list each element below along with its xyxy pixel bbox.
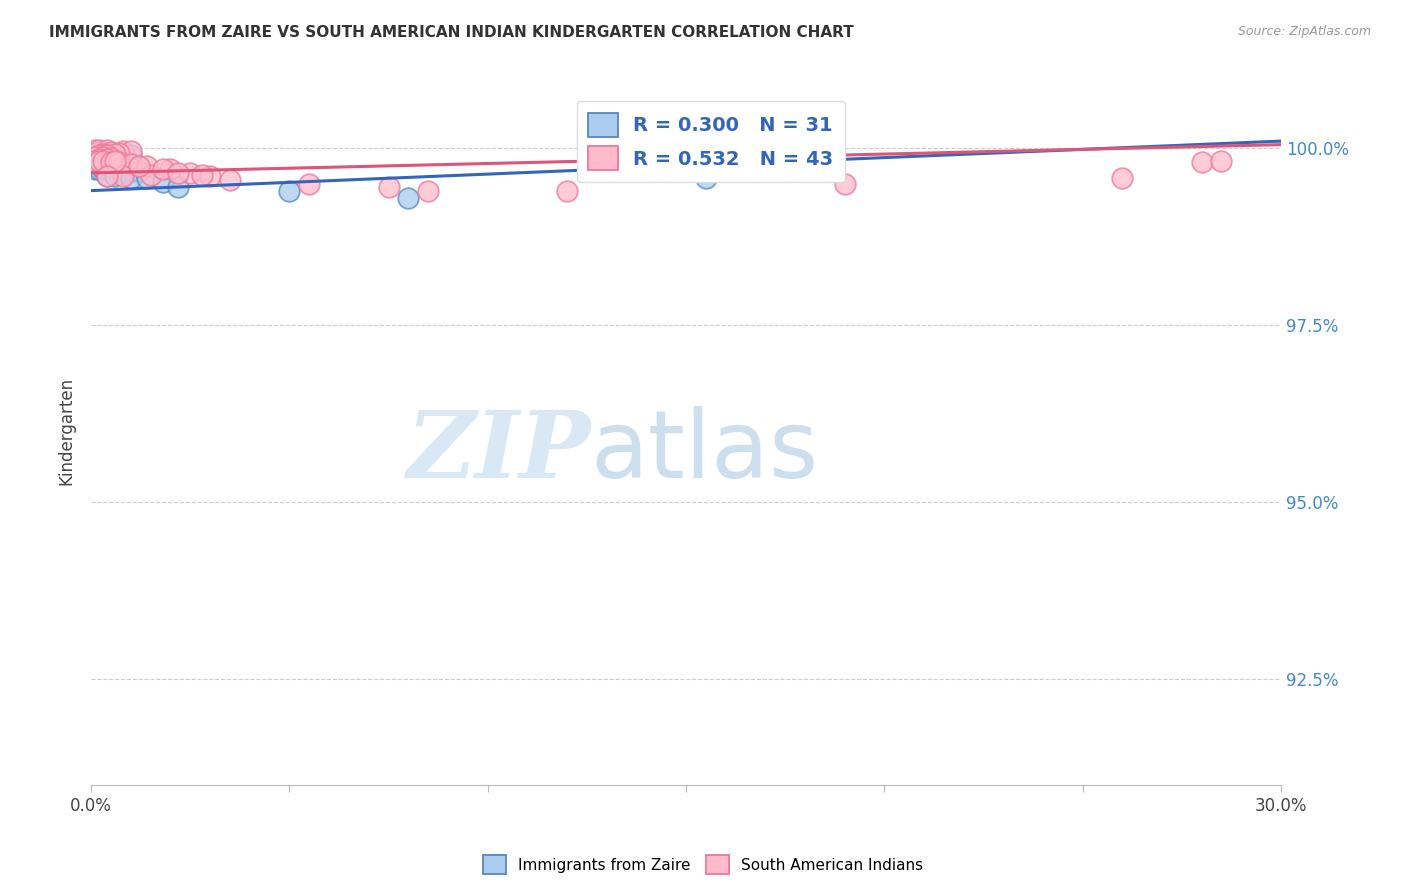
Point <box>91 152 114 166</box>
Point <box>396 191 419 205</box>
Point <box>1211 153 1233 168</box>
Point <box>120 170 142 185</box>
Point <box>84 143 107 157</box>
Text: atlas: atlas <box>591 407 820 499</box>
Point <box>96 153 118 167</box>
Point <box>418 184 440 198</box>
Point <box>91 153 114 168</box>
Point <box>128 163 150 178</box>
Point <box>91 159 114 173</box>
Point <box>104 153 127 168</box>
Point <box>104 163 127 178</box>
Point <box>695 170 717 185</box>
Point <box>167 166 190 180</box>
Point <box>111 169 134 184</box>
Text: ZIP: ZIP <box>406 408 591 498</box>
Point <box>100 151 122 165</box>
Point <box>111 144 134 158</box>
Point <box>91 150 114 164</box>
Point <box>278 184 301 198</box>
Point <box>104 146 127 161</box>
Point <box>120 148 142 162</box>
Point <box>100 155 122 169</box>
Point <box>1111 170 1133 185</box>
Point <box>96 169 118 184</box>
Point <box>91 146 114 161</box>
Point <box>159 162 181 177</box>
Point <box>219 173 242 187</box>
Point <box>91 155 114 169</box>
Point <box>135 170 157 185</box>
Point <box>100 145 122 160</box>
Point <box>108 155 131 169</box>
Point <box>96 169 118 184</box>
Text: IMMIGRANTS FROM ZAIRE VS SOUTH AMERICAN INDIAN KINDERGARTEN CORRELATION CHART: IMMIGRANTS FROM ZAIRE VS SOUTH AMERICAN … <box>49 25 853 40</box>
Point <box>87 148 110 162</box>
Point <box>96 159 118 173</box>
Point <box>120 157 142 171</box>
Point <box>167 180 190 194</box>
Point <box>87 155 110 169</box>
Point <box>96 143 118 157</box>
Point <box>96 152 118 166</box>
Point <box>152 175 174 189</box>
Point <box>104 169 127 184</box>
Point <box>120 144 142 158</box>
Point <box>152 162 174 177</box>
Point <box>96 146 118 161</box>
Point <box>111 148 134 162</box>
Text: Source: ZipAtlas.com: Source: ZipAtlas.com <box>1237 25 1371 38</box>
Point <box>100 155 122 169</box>
Point <box>128 159 150 173</box>
Point <box>84 153 107 168</box>
Point <box>555 184 578 198</box>
Point <box>120 163 142 178</box>
Legend: Immigrants from Zaire, South American Indians: Immigrants from Zaire, South American In… <box>477 849 929 880</box>
Point <box>377 180 399 194</box>
Point <box>87 153 110 168</box>
Legend: R = 0.300   N = 31, R = 0.532   N = 43: R = 0.300 N = 31, R = 0.532 N = 43 <box>576 102 845 182</box>
Point <box>87 162 110 177</box>
Point <box>84 150 107 164</box>
Point <box>87 152 110 166</box>
Point <box>1191 155 1213 169</box>
Point <box>191 168 214 182</box>
Point <box>135 159 157 173</box>
Point <box>87 145 110 159</box>
Point <box>87 143 110 157</box>
Point <box>179 166 201 180</box>
Y-axis label: Kindergarten: Kindergarten <box>58 377 75 485</box>
Point <box>111 166 134 180</box>
Point <box>100 146 122 161</box>
Point <box>84 162 107 177</box>
Point <box>198 169 221 184</box>
Point <box>91 146 114 161</box>
Point <box>96 148 118 162</box>
Point <box>298 177 321 191</box>
Point <box>834 177 856 191</box>
Point <box>91 162 114 177</box>
Point <box>87 159 110 173</box>
Point <box>104 146 127 161</box>
Point <box>108 146 131 161</box>
Point <box>139 168 162 182</box>
